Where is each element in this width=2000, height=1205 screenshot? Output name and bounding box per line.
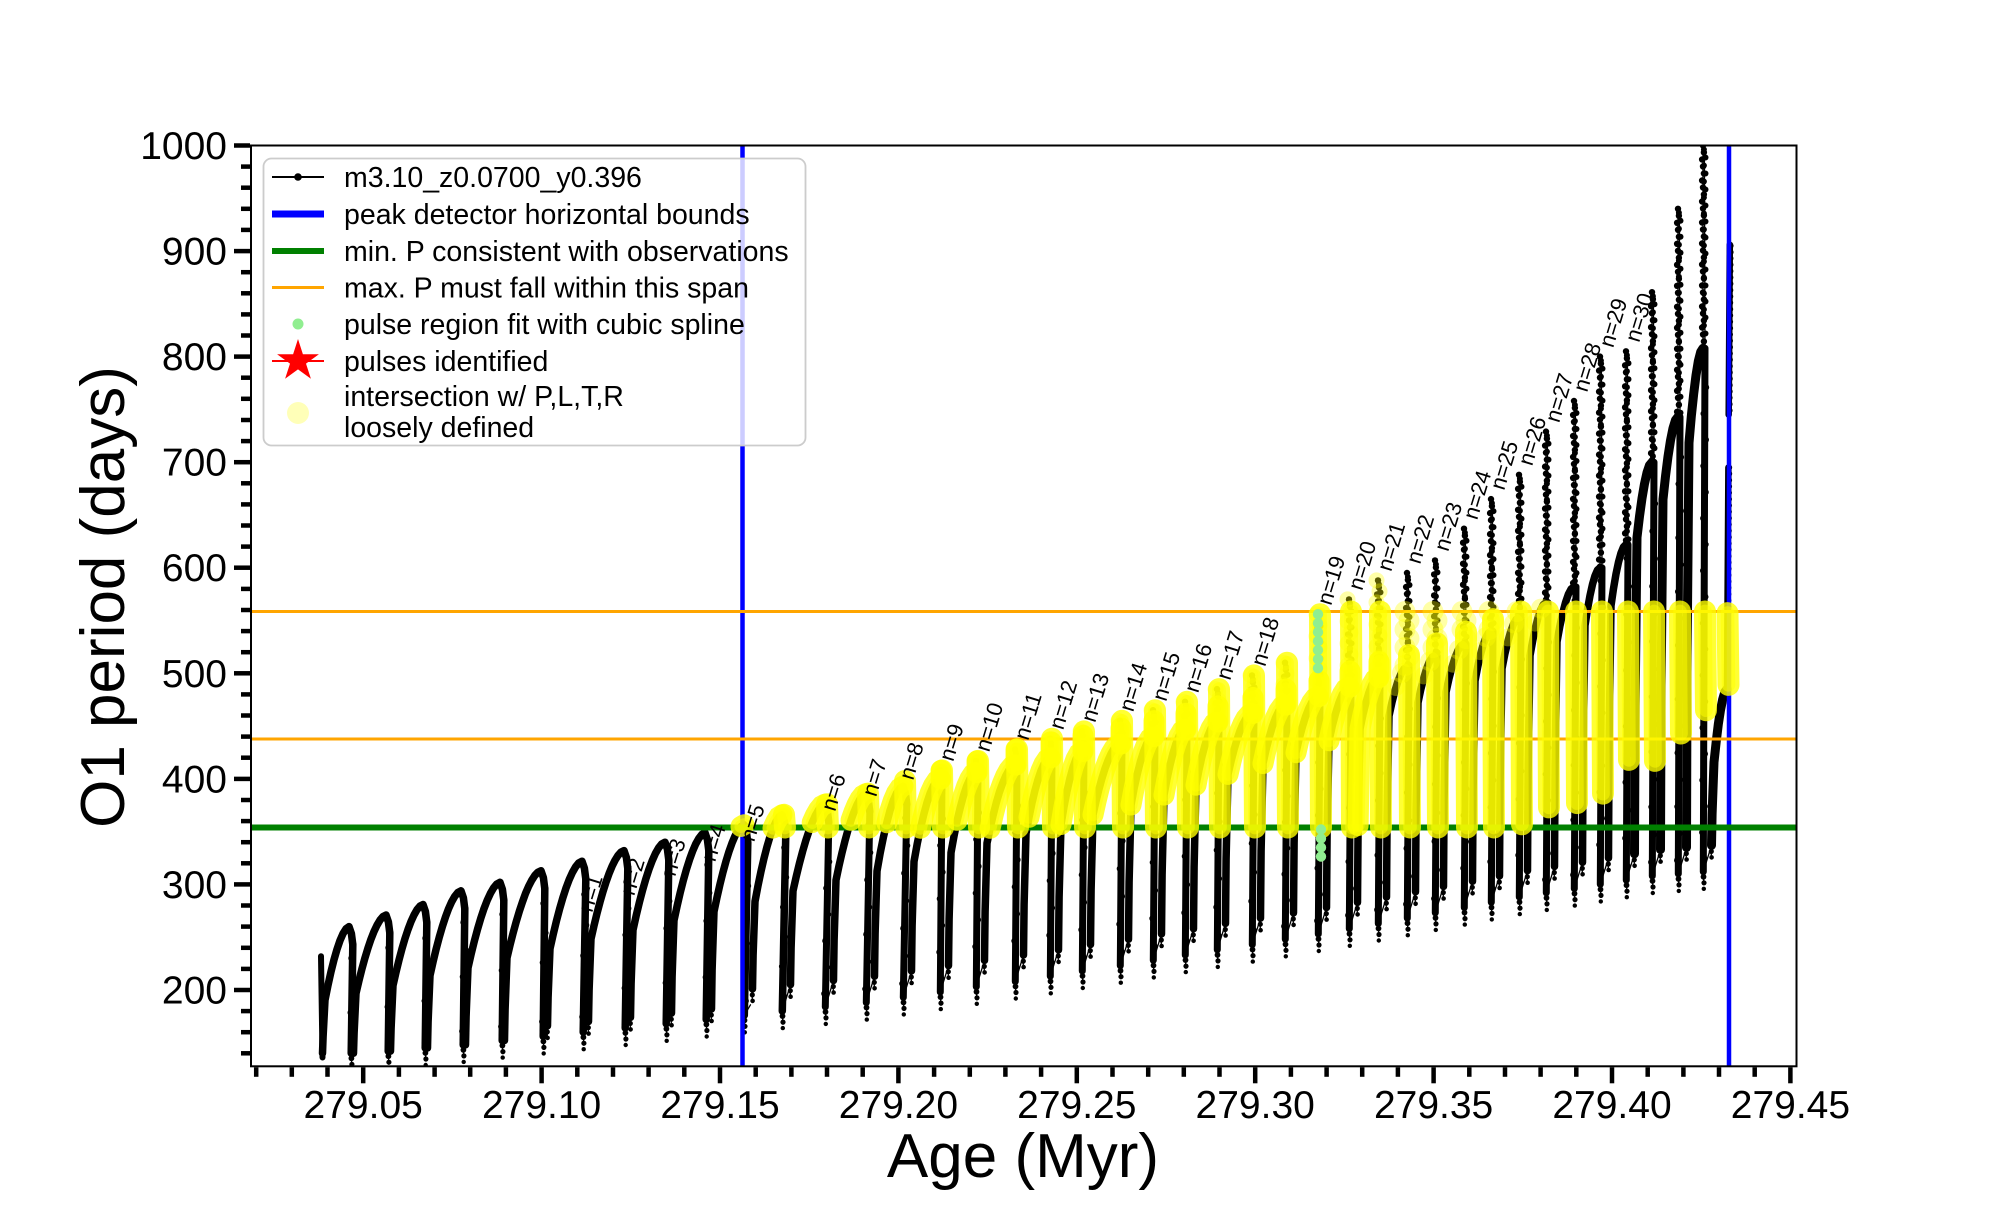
svg-text:200: 200 [162, 970, 227, 1013]
svg-text:279.45: 279.45 [1731, 1084, 1850, 1127]
svg-text:Age (Myr): Age (Myr) [887, 1122, 1159, 1191]
svg-text:279.15: 279.15 [660, 1084, 779, 1127]
svg-text:peak detector horizontal bound: peak detector horizontal bounds [344, 199, 750, 231]
svg-text:279.20: 279.20 [839, 1084, 958, 1127]
svg-text:279.25: 279.25 [1017, 1084, 1136, 1127]
svg-text:pulses identified: pulses identified [344, 346, 548, 378]
svg-text:279.10: 279.10 [482, 1084, 601, 1127]
svg-text:800: 800 [162, 336, 227, 379]
svg-text:279.40: 279.40 [1552, 1084, 1671, 1127]
svg-text:279.05: 279.05 [304, 1084, 423, 1127]
svg-text:intersection w/ P,L,T,R: intersection w/ P,L,T,R [344, 381, 624, 413]
svg-text:loosely defined: loosely defined [344, 412, 534, 444]
svg-text:700: 700 [162, 442, 227, 485]
svg-text:279.30: 279.30 [1196, 1084, 1315, 1127]
svg-text:min. P consistent with observa: min. P consistent with observations [344, 236, 789, 268]
svg-text:300: 300 [162, 864, 227, 907]
svg-text:O1 period (days): O1 period (days) [69, 366, 138, 828]
svg-text:500: 500 [162, 653, 227, 696]
svg-text:max. P must fall within this s: max. P must fall within this span [344, 273, 749, 305]
svg-text:pulse region fit with cubic sp: pulse region fit with cubic spline [344, 309, 745, 341]
svg-text:m3.10_z0.0700_y0.396: m3.10_z0.0700_y0.396 [344, 162, 642, 194]
svg-text:279.35: 279.35 [1374, 1084, 1493, 1127]
svg-text:900: 900 [162, 231, 227, 274]
svg-text:600: 600 [162, 547, 227, 590]
svg-text:1000: 1000 [140, 125, 227, 168]
svg-text:400: 400 [162, 758, 227, 801]
